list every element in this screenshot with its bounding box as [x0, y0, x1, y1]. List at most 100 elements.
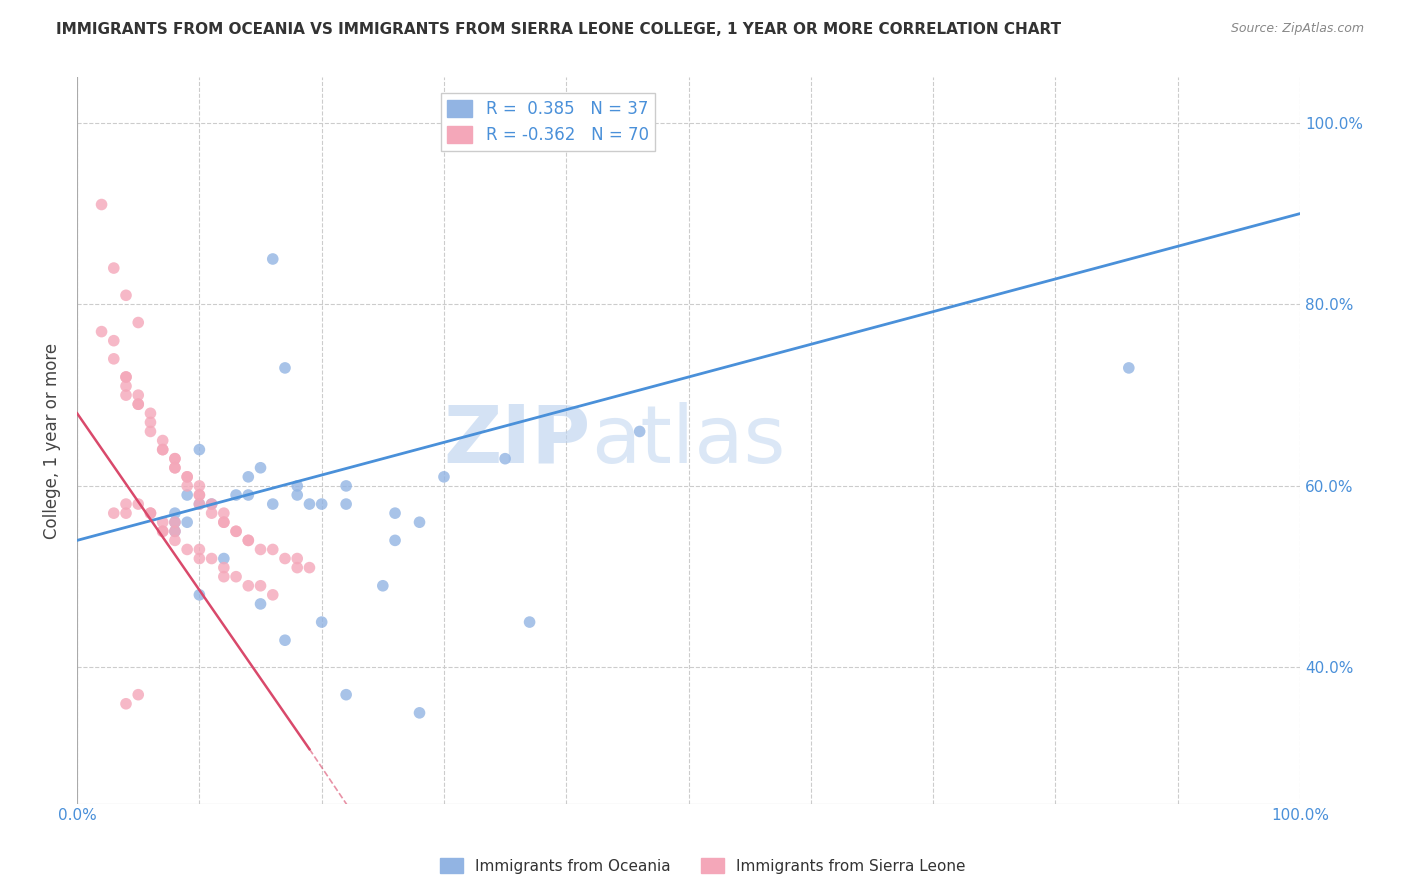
Point: [152, 442, 174, 457]
Point: [188, 442, 211, 457]
Point: [176, 479, 198, 493]
Point: [139, 406, 162, 420]
Point: [371, 579, 394, 593]
Point: [176, 470, 198, 484]
Point: [408, 706, 430, 720]
Point: [115, 497, 138, 511]
Point: [103, 334, 125, 348]
Point: [152, 515, 174, 529]
Point: [163, 451, 186, 466]
Point: [90, 325, 112, 339]
Point: [139, 416, 162, 430]
Point: [238, 488, 260, 502]
Point: [238, 533, 260, 548]
Point: [212, 560, 235, 574]
Point: [274, 551, 297, 566]
Point: [298, 560, 321, 574]
Point: [139, 506, 162, 520]
Point: [103, 261, 125, 276]
Legend: R =  0.385   N = 37, R = -0.362   N = 70: R = 0.385 N = 37, R = -0.362 N = 70: [440, 93, 655, 151]
Point: [163, 460, 186, 475]
Point: [115, 370, 138, 384]
Text: atlas: atlas: [591, 401, 785, 480]
Point: [249, 460, 271, 475]
Point: [285, 488, 308, 502]
Point: [115, 379, 138, 393]
Point: [238, 533, 260, 548]
Point: [274, 633, 297, 648]
Point: [127, 497, 149, 511]
Point: [127, 397, 149, 411]
Point: [163, 515, 186, 529]
Point: [139, 425, 162, 439]
Point: [1118, 360, 1140, 375]
Point: [103, 506, 125, 520]
Legend: Immigrants from Oceania, Immigrants from Sierra Leone: Immigrants from Oceania, Immigrants from…: [434, 852, 972, 880]
Point: [262, 542, 284, 557]
Text: IMMIGRANTS FROM OCEANIA VS IMMIGRANTS FROM SIERRA LEONE COLLEGE, 1 YEAR OR MORE : IMMIGRANTS FROM OCEANIA VS IMMIGRANTS FR…: [56, 22, 1062, 37]
Point: [127, 388, 149, 402]
Point: [176, 470, 198, 484]
Point: [249, 579, 271, 593]
Point: [433, 470, 456, 484]
Point: [285, 479, 308, 493]
Point: [188, 542, 211, 557]
Point: [188, 497, 211, 511]
Point: [163, 451, 186, 466]
Point: [628, 425, 651, 439]
Point: [335, 479, 357, 493]
Point: [152, 442, 174, 457]
Point: [115, 506, 138, 520]
Point: [152, 524, 174, 539]
Point: [384, 533, 406, 548]
Point: [127, 397, 149, 411]
Point: [225, 570, 247, 584]
Point: [262, 497, 284, 511]
Point: [408, 515, 430, 529]
Point: [519, 615, 541, 629]
Point: [127, 688, 149, 702]
Point: [225, 488, 247, 502]
Point: [201, 497, 224, 511]
Point: [201, 506, 224, 520]
Point: [238, 470, 260, 484]
Point: [115, 697, 138, 711]
Point: [384, 506, 406, 520]
Point: [163, 533, 186, 548]
Point: [274, 360, 297, 375]
Point: [188, 551, 211, 566]
Y-axis label: College, 1 year or more: College, 1 year or more: [44, 343, 60, 539]
Point: [188, 497, 211, 511]
Point: [212, 515, 235, 529]
Point: [103, 351, 125, 366]
Point: [225, 524, 247, 539]
Point: [285, 560, 308, 574]
Point: [115, 370, 138, 384]
Point: [127, 316, 149, 330]
Point: [298, 497, 321, 511]
Point: [249, 542, 271, 557]
Text: ZIP: ZIP: [443, 401, 591, 480]
Point: [163, 460, 186, 475]
Point: [188, 588, 211, 602]
Point: [188, 488, 211, 502]
Point: [115, 288, 138, 302]
Point: [238, 579, 260, 593]
Point: [188, 479, 211, 493]
Point: [176, 488, 198, 502]
Point: [311, 615, 333, 629]
Point: [152, 524, 174, 539]
Point: [212, 515, 235, 529]
Point: [335, 688, 357, 702]
Point: [163, 524, 186, 539]
Point: [201, 551, 224, 566]
Point: [249, 597, 271, 611]
Point: [335, 497, 357, 511]
Point: [494, 451, 516, 466]
Point: [163, 515, 186, 529]
Point: [311, 497, 333, 511]
Point: [188, 488, 211, 502]
Point: [285, 551, 308, 566]
Point: [262, 588, 284, 602]
Point: [262, 252, 284, 266]
